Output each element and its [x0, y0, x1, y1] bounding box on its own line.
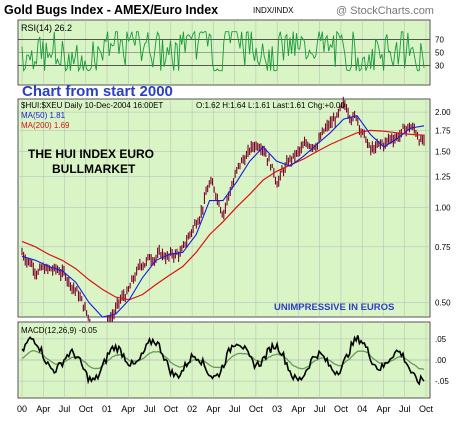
x-tick-label: Oct [249, 404, 264, 414]
price-tick-label: 0.75 [435, 243, 451, 252]
rsi-tick-label: 50 [435, 49, 444, 58]
x-tick-label: Apr [291, 404, 305, 414]
price-tick-label: 1.25 [435, 173, 451, 182]
x-tick-label: Jul [399, 404, 411, 414]
x-tick-label: 03 [272, 404, 282, 414]
x-tick-label: Apr [36, 404, 50, 414]
headline-line-2: BULLMARKET [52, 162, 136, 176]
macd-tick-label: .00 [435, 356, 447, 365]
x-tick-label: Jul [144, 404, 156, 414]
x-tick-label: Oct [79, 404, 94, 414]
x-tick-label: Jul [229, 404, 241, 414]
x-tick-label: 00 [17, 404, 27, 414]
macd-tick-label: .05 [435, 335, 447, 344]
price-tick-label: 1.50 [435, 148, 451, 157]
price-quote: O:1.62 H:1.64 L:1.61 Last:1.61 Chg:+0.00 [196, 101, 345, 110]
chart-annotation-start: Chart from start 2000 [22, 83, 173, 100]
macd-line [21, 335, 425, 386]
x-tick-label: Jul [314, 404, 326, 414]
x-tick-label: Oct [334, 404, 349, 414]
x-axis: 00 Apr Jul Oct 01 Apr Jul Oct 02 Apr Jul Oct 03 Apr Ju… [17, 404, 434, 414]
macd-label: MACD(12,26,9) -0.05 [21, 326, 98, 335]
x-tick-label: Apr [121, 404, 135, 414]
x-tick-label: 04 [357, 404, 367, 414]
rsi-label: RSI(14) 26.2 [21, 23, 72, 33]
chart-ticker: INDX/INDX [253, 6, 294, 15]
price-tick-label: 1.00 [435, 203, 451, 212]
ma200-line [21, 129, 425, 301]
price-tick-label: 1.75 [435, 126, 451, 135]
price-tick-label: 2.00 [435, 108, 451, 117]
headline-line-1: THE HUI INDEX EURO [28, 147, 154, 161]
ma200-legend: MA(200) 1.69 [21, 121, 70, 130]
chart-title: Gold Bugs Index - AMEX/Euro Index [4, 3, 218, 17]
watermark: @ StockCharts.com [336, 5, 434, 17]
rsi-line [21, 30, 425, 73]
x-tick-label: Oct [419, 404, 434, 414]
price-info-label: $HUI:$XEU Daily 10-Dec-2004 16:00ET [21, 101, 163, 110]
x-tick-label: 02 [187, 404, 197, 414]
rsi-tick-label: 70 [435, 36, 444, 45]
price-tick-label: 0.50 [435, 299, 451, 308]
x-tick-label: Apr [376, 404, 390, 414]
rsi-tick-label: 30 [435, 62, 444, 71]
ma50-line [21, 114, 425, 318]
ma50-legend: MA(50) 1.81 [21, 111, 66, 120]
x-tick-label: Apr [206, 404, 220, 414]
x-tick-label: Oct [164, 404, 179, 414]
macd-tick-label: -.05 [435, 377, 449, 386]
x-tick-label: 01 [102, 404, 112, 414]
note-unimpressive: UNIMPRESSIVE IN EUROS [274, 302, 394, 313]
x-tick-label: Jul [59, 404, 71, 414]
